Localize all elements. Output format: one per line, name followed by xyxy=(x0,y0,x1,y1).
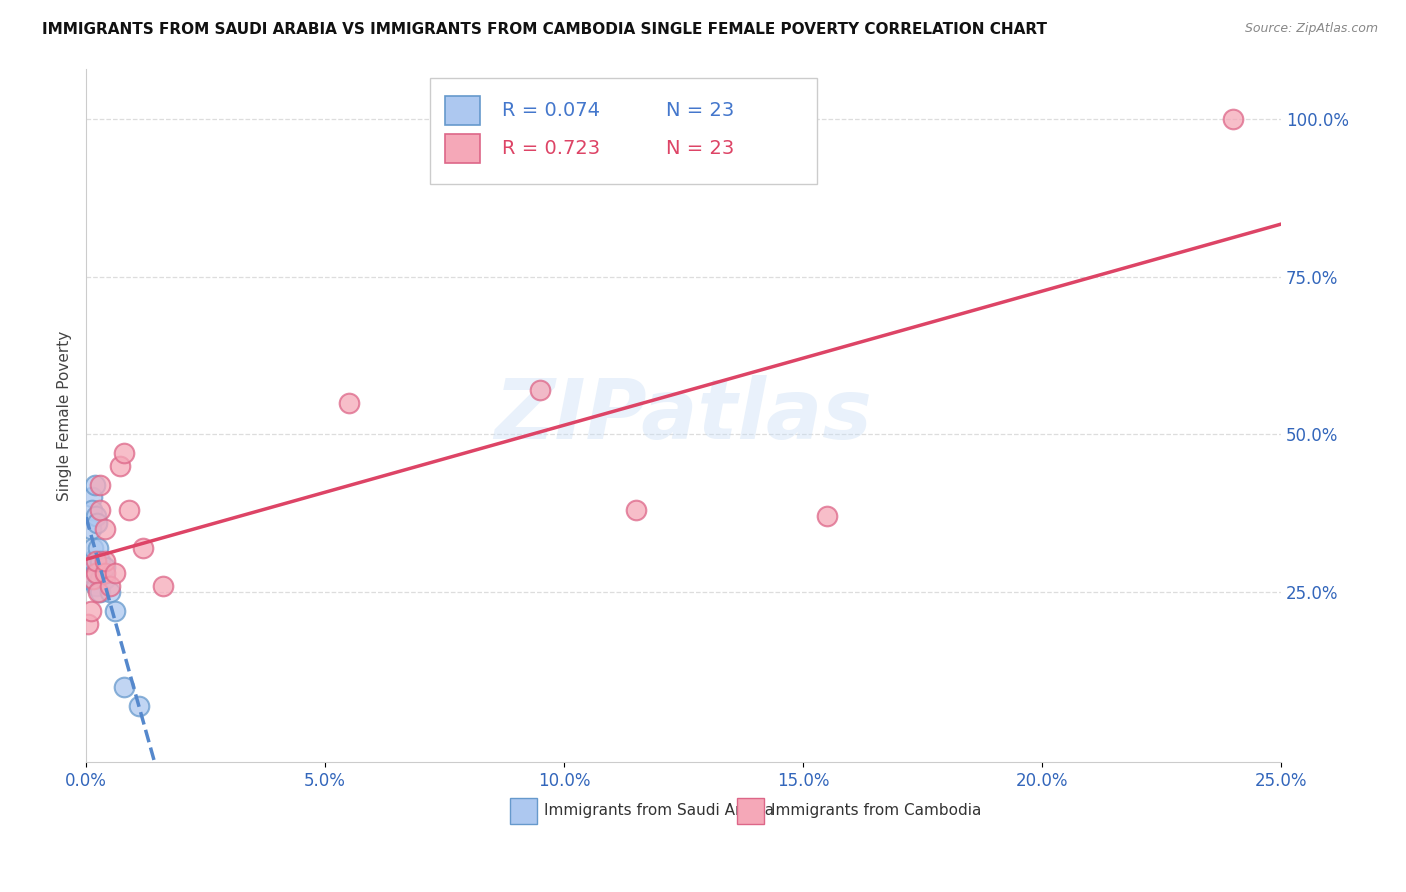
Point xyxy=(104,604,127,618)
FancyBboxPatch shape xyxy=(444,96,481,125)
Point xyxy=(94,522,117,536)
Text: R = 0.074: R = 0.074 xyxy=(502,101,600,120)
Point xyxy=(337,396,360,410)
Point xyxy=(1222,112,1244,126)
FancyBboxPatch shape xyxy=(737,797,763,824)
Point xyxy=(94,573,117,587)
Text: IMMIGRANTS FROM SAUDI ARABIA VS IMMIGRANTS FROM CAMBODIA SINGLE FEMALE POVERTY C: IMMIGRANTS FROM SAUDI ARABIA VS IMMIGRAN… xyxy=(42,22,1047,37)
Text: Immigrants from Cambodia: Immigrants from Cambodia xyxy=(770,804,981,819)
Point xyxy=(80,553,103,567)
Point xyxy=(112,680,135,694)
Point xyxy=(89,573,111,587)
Text: Immigrants from Saudi Arabia: Immigrants from Saudi Arabia xyxy=(544,804,773,819)
Point xyxy=(84,553,107,567)
Point xyxy=(84,566,107,581)
Point xyxy=(112,446,135,460)
Point xyxy=(132,541,155,555)
Point xyxy=(89,585,111,599)
Point xyxy=(80,522,103,536)
Y-axis label: Single Female Poverty: Single Female Poverty xyxy=(58,330,72,500)
Point xyxy=(83,478,105,492)
Point xyxy=(98,579,121,593)
Point xyxy=(104,566,127,581)
FancyBboxPatch shape xyxy=(510,797,537,824)
Point xyxy=(624,503,647,517)
FancyBboxPatch shape xyxy=(430,78,817,185)
FancyBboxPatch shape xyxy=(444,135,481,163)
Point xyxy=(94,553,117,567)
Point xyxy=(84,579,107,593)
Point xyxy=(87,541,110,555)
Point xyxy=(152,579,174,593)
Point xyxy=(82,541,104,555)
Point xyxy=(82,503,104,517)
Text: R = 0.723: R = 0.723 xyxy=(502,139,600,159)
Point xyxy=(89,503,111,517)
Text: N = 23: N = 23 xyxy=(665,139,734,159)
Point xyxy=(79,566,101,581)
Text: ZIPatlas: ZIPatlas xyxy=(495,375,873,456)
Point xyxy=(89,478,111,492)
Point xyxy=(80,491,103,505)
Point xyxy=(77,616,100,631)
Text: Source: ZipAtlas.com: Source: ZipAtlas.com xyxy=(1244,22,1378,36)
Point xyxy=(529,383,551,397)
Point xyxy=(84,566,107,581)
Point xyxy=(89,553,111,567)
Point xyxy=(98,585,121,599)
Point xyxy=(118,503,141,517)
Point xyxy=(87,585,110,599)
Point xyxy=(82,553,104,567)
Point xyxy=(86,516,108,530)
Text: N = 23: N = 23 xyxy=(665,101,734,120)
Point xyxy=(77,573,100,587)
Point xyxy=(94,559,117,574)
Point xyxy=(84,509,107,524)
Point xyxy=(815,509,838,524)
Point xyxy=(128,698,150,713)
Point xyxy=(82,573,104,587)
Point xyxy=(80,604,103,618)
Point xyxy=(94,566,117,581)
Point xyxy=(108,458,131,473)
